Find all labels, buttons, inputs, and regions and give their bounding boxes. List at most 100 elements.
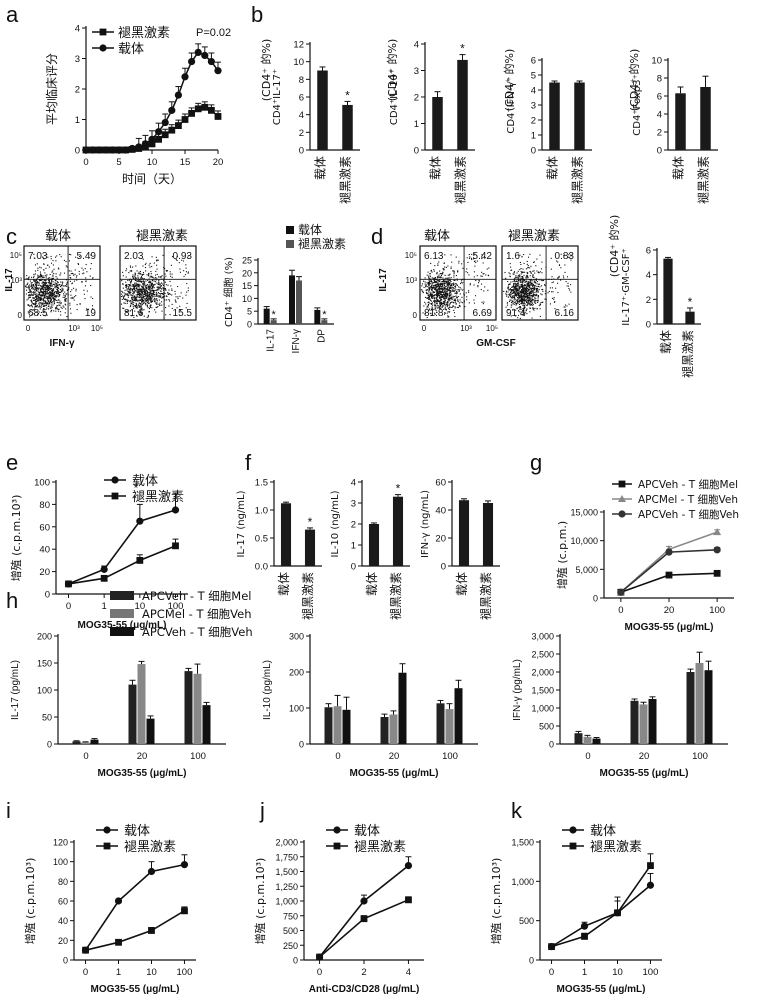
c-flow-1-event-dot	[28, 276, 30, 278]
c-flow-2-event-dot	[138, 306, 140, 308]
c-flow-1-event-dot	[40, 279, 42, 281]
d-flow-2-event-dot	[506, 295, 508, 297]
c-flow-1-event-dot	[50, 311, 52, 313]
a-legend-point	[99, 44, 107, 52]
e-y-tick-label: 60	[39, 522, 50, 533]
d-bar-y-tick-label: 0	[646, 320, 651, 331]
d-flow-1-event-dot	[455, 303, 457, 305]
d-flow-2-event-dot	[509, 288, 511, 290]
d-flow-1-event-dot	[468, 302, 470, 304]
d-flow-2-event-dot	[519, 299, 521, 301]
d-flow-2-event-dot	[519, 300, 521, 302]
j-point	[404, 862, 413, 870]
d-flow-2-event-dot	[519, 286, 521, 288]
i-x-tick-label: 0	[83, 967, 88, 978]
c-flow-2-event-dot	[150, 292, 152, 294]
c-flow-2-event-dot	[141, 292, 143, 294]
d-flow-2-event-dot	[531, 304, 533, 306]
b3-y-tick-label: 1	[531, 131, 536, 142]
d-flow-1-event-dot	[430, 286, 433, 288]
c-flow-2-event-dot	[146, 304, 148, 306]
d-flow-2-event-dot	[564, 306, 566, 308]
c-flow-2-event-dot	[144, 267, 147, 269]
c-flow-1-event-dot	[55, 283, 57, 285]
c-flow-2-event-dot	[137, 292, 139, 294]
c-flow-2-event-dot	[143, 309, 145, 311]
d-flow-1-event-dot	[465, 292, 467, 294]
c-flow-2-event-dot	[140, 297, 142, 299]
d-flow-2-event-dot	[512, 286, 514, 288]
c-flow-2-event-dot	[145, 286, 147, 289]
c-flow-2-event-dot	[137, 275, 139, 277]
d-flow-1-event-dot	[435, 285, 437, 287]
d-flow-2-event-dot	[515, 288, 518, 290]
c-flow-2-event-dot	[137, 311, 139, 313]
c-flow-1-event-dot	[48, 279, 50, 282]
d-flow-2-event-dot	[509, 263, 511, 265]
g-legend-label: APCVeh - T 细胞Mel	[638, 478, 738, 491]
c-flow-1-event-dot	[81, 267, 83, 269]
d-flow-1-event-dot	[455, 282, 457, 285]
d-flow-2-event-dot	[516, 276, 518, 278]
d-flow-1-event-dot	[442, 293, 444, 296]
a-legend-label: 载体	[118, 42, 144, 57]
c-flow-2-event-dot	[140, 309, 142, 311]
c-flow-2-event-dot	[156, 299, 158, 301]
d-flow-1-event-dot	[429, 308, 431, 310]
d-flow-2-event-dot	[529, 253, 531, 255]
c-flow-2-event-dot	[125, 293, 127, 295]
c-flow-2-event-dot	[151, 293, 153, 295]
d-flow-1-event-dot	[473, 276, 475, 278]
c-flow-1-event-dot	[35, 299, 37, 301]
d-flow-1-event-dot	[438, 279, 440, 282]
d-flow-1-event-dot	[439, 291, 441, 293]
d-flow-2-event-dot	[540, 285, 543, 287]
d-flow-2-event-dot	[515, 294, 517, 297]
c-flow-1-event-dot	[41, 288, 43, 290]
d-flow-2-event-dot	[536, 291, 538, 293]
d-flow-2-event-dot	[529, 293, 531, 295]
c-flow-1-event-dot	[43, 310, 45, 312]
c-flow-2-event-dot	[164, 295, 166, 297]
d-flow-2-event-dot	[529, 302, 531, 304]
j-y-tick-label: 500	[283, 926, 298, 936]
c-flow-1-event-dot	[41, 290, 43, 293]
d-flow-1-event-dot	[435, 304, 437, 306]
c-flow-1-event-dot	[46, 314, 48, 316]
d-flow-1-event-dot	[439, 297, 441, 299]
c-flow-2-event-dot	[127, 310, 129, 312]
c-flow-2-event-dot	[148, 296, 151, 298]
d-flow-1-event-dot	[425, 303, 427, 305]
d-flow-1-event-dot	[428, 294, 430, 296]
d-flow-2-event-dot	[531, 280, 533, 282]
d-flow-2-event-dot	[529, 291, 532, 293]
c-flow-1-event-dot	[33, 273, 35, 275]
c-flow-2-event-dot	[126, 285, 128, 287]
c-flow-1-event-dot	[64, 285, 66, 287]
d-flow-1-event-dot	[444, 303, 446, 305]
i-point	[114, 897, 123, 905]
a-point	[194, 48, 202, 57]
c-flow-2-event-dot	[141, 304, 143, 306]
c-flow-1-event-dot	[55, 291, 58, 293]
c-flow-1-event-dot	[52, 290, 54, 292]
d-flow-1-event-dot	[454, 306, 456, 308]
c-flow-2-event-dot	[124, 298, 126, 300]
d-flow-2-event-dot	[531, 298, 534, 300]
j-point	[360, 897, 368, 905]
c-flow-2-event-dot	[159, 296, 161, 298]
d-flow-2-event-dot	[521, 290, 523, 292]
d-flow-1-event-dot	[456, 297, 458, 299]
c-flow-2-event-dot	[135, 294, 137, 296]
c-flow-1-event-dot	[41, 294, 43, 296]
d-flow-2-event-dot	[516, 293, 518, 295]
c-flow-2-event-dot	[164, 281, 166, 283]
b2-x-tick-label: 载体	[429, 156, 443, 180]
c-flow-2-event-dot	[149, 294, 151, 296]
c-flow-1-event-dot	[65, 265, 67, 267]
d-flow-1-event-dot	[428, 281, 430, 283]
c-flow-2-event-dot	[158, 286, 160, 288]
c-flow-1-event-dot	[35, 306, 37, 308]
d-flow-1-event-dot	[451, 283, 453, 285]
d-flow-2-event-dot	[516, 289, 518, 292]
